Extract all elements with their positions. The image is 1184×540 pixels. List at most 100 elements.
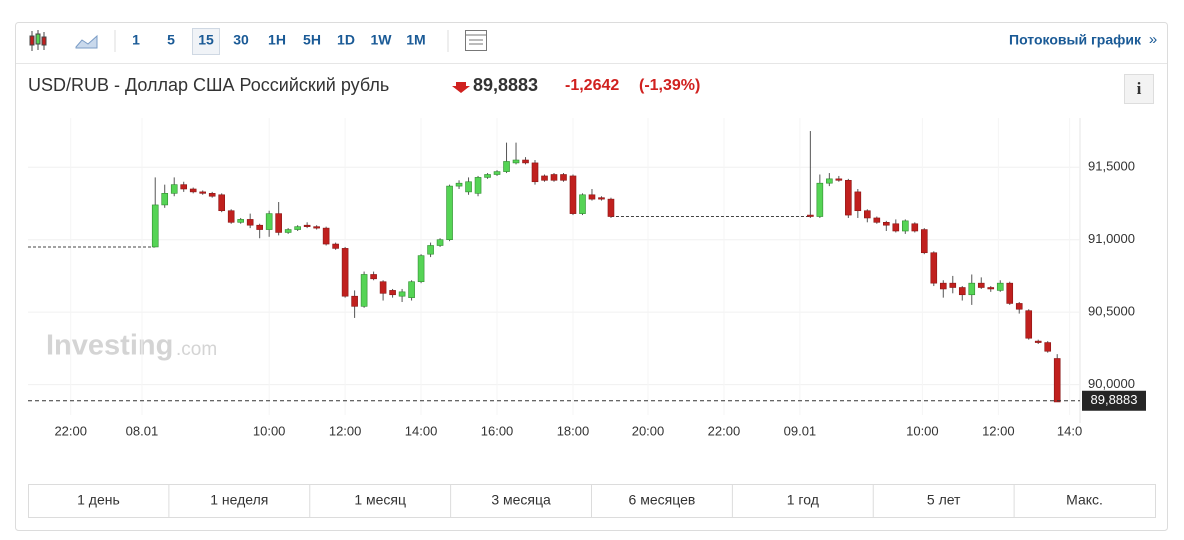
x-tick-label: 18:00 bbox=[557, 423, 590, 438]
candle-body bbox=[826, 178, 833, 184]
range-button[interactable]: Макс. bbox=[1066, 492, 1103, 508]
range-button[interactable]: 6 месяцев bbox=[629, 492, 696, 508]
candle-body bbox=[332, 243, 339, 249]
info-button[interactable] bbox=[1124, 74, 1154, 104]
candle-body bbox=[977, 282, 985, 288]
candle-body bbox=[161, 193, 169, 206]
area-icon[interactable] bbox=[75, 34, 98, 49]
plot: 90,0000 90,5000 91,0000 91,5000 22:00 08.01 10… bbox=[28, 118, 1146, 438]
candle-body bbox=[920, 229, 928, 254]
down-arrow bbox=[452, 82, 470, 93]
candle-body bbox=[151, 204, 159, 248]
candle-body bbox=[275, 213, 282, 233]
price: 89,8883 bbox=[473, 75, 538, 95]
candle-body bbox=[360, 274, 368, 307]
interval-button[interactable]: 5H bbox=[303, 32, 321, 48]
candle-body bbox=[835, 178, 843, 181]
candle-body bbox=[474, 177, 482, 194]
interval-button[interactable]: 15 bbox=[198, 32, 214, 48]
interval-button[interactable]: 5 bbox=[167, 32, 175, 48]
candle-body bbox=[949, 282, 957, 288]
range-button[interactable]: 1 неделя bbox=[210, 492, 268, 508]
interval-button[interactable]: 1M bbox=[406, 32, 425, 48]
candle-body bbox=[550, 174, 558, 181]
x-tick-label: 22:00 bbox=[54, 423, 87, 438]
interval-button[interactable]: 1W bbox=[371, 32, 393, 48]
pair-name: USD/RUB - Доллар США Российский рубль bbox=[28, 75, 389, 95]
candle-icon[interactable] bbox=[29, 30, 47, 51]
last-price-label: 89,8883 bbox=[1091, 392, 1138, 407]
candle-body bbox=[598, 197, 605, 200]
x-tick-label: 22:00 bbox=[708, 423, 741, 438]
candle-body bbox=[417, 255, 425, 283]
candle-body bbox=[512, 159, 520, 164]
info-label[interactable]: i bbox=[1137, 79, 1142, 98]
change: -1,2642 bbox=[565, 77, 619, 94]
range-button[interactable]: 5 лет bbox=[927, 492, 961, 508]
candle-body bbox=[958, 287, 966, 296]
interval-button[interactable]: 1 bbox=[132, 32, 140, 48]
candle-body bbox=[284, 229, 292, 233]
range-button[interactable]: 1 день bbox=[77, 492, 120, 508]
x-tick-label: 14:00 bbox=[405, 423, 438, 438]
interval-button[interactable]: 1D bbox=[337, 32, 355, 48]
candle-body bbox=[389, 290, 396, 296]
change-pct: (-1,39%) bbox=[639, 77, 700, 94]
candle-body bbox=[939, 282, 947, 290]
range-button[interactable]: 1 месяц bbox=[354, 492, 406, 508]
y-tick-label: 91,0000 bbox=[1088, 231, 1135, 246]
candle-body bbox=[379, 281, 387, 294]
candle-body bbox=[294, 226, 301, 230]
candle-body bbox=[522, 159, 529, 164]
candle-body bbox=[218, 194, 225, 212]
logo-brand: Investing bbox=[46, 330, 173, 362]
candle-body bbox=[1044, 342, 1052, 352]
candle-body bbox=[503, 161, 510, 172]
candle-body bbox=[227, 210, 235, 223]
candle-body bbox=[256, 224, 263, 230]
candle-body bbox=[370, 274, 377, 280]
x-tick-label: 08.01 bbox=[126, 423, 159, 438]
x-tick-label: 20:00 bbox=[632, 423, 665, 438]
last-price-box bbox=[1082, 390, 1146, 411]
candle-body bbox=[1015, 303, 1023, 310]
candle-body bbox=[883, 222, 890, 226]
candle-body bbox=[246, 219, 254, 226]
candle-body bbox=[237, 219, 244, 223]
y-tick-label: 90,0000 bbox=[1088, 376, 1135, 391]
candle-body bbox=[1025, 310, 1033, 339]
candle-body bbox=[864, 210, 871, 219]
interval-button[interactable]: 1H bbox=[268, 32, 286, 48]
candle-body bbox=[579, 194, 586, 214]
logo-suffix: .com bbox=[176, 339, 217, 360]
candle-body bbox=[189, 188, 197, 193]
interval-selected[interactable] bbox=[192, 28, 220, 55]
candle-body bbox=[588, 194, 596, 200]
candle-body bbox=[807, 214, 814, 217]
candle-body bbox=[1053, 358, 1061, 403]
stream-link[interactable]: Потоковый график bbox=[1009, 32, 1142, 48]
candle-body bbox=[1034, 340, 1042, 343]
candle-body bbox=[911, 223, 919, 232]
table-icon[interactable] bbox=[465, 30, 487, 51]
range-button[interactable]: 3 месяца bbox=[491, 492, 551, 508]
candle-body bbox=[446, 185, 453, 240]
candle-body bbox=[341, 248, 349, 297]
candle-body bbox=[968, 282, 976, 296]
x-tick-label: 10:00 bbox=[253, 423, 286, 438]
candle-body bbox=[493, 171, 501, 175]
x-tick-label: 10:00 bbox=[906, 423, 939, 438]
stream-arrow[interactable]: » bbox=[1149, 31, 1157, 48]
candle-body bbox=[170, 184, 178, 194]
candle-body bbox=[265, 213, 273, 230]
interval-button[interactable]: 30 bbox=[233, 32, 249, 48]
candle-body bbox=[892, 223, 900, 232]
candle-body bbox=[569, 175, 577, 214]
range-button[interactable]: 1 год bbox=[787, 492, 819, 508]
candle-body bbox=[313, 226, 320, 229]
candle-body bbox=[845, 179, 852, 216]
candle-body bbox=[398, 291, 406, 297]
candle-body bbox=[408, 281, 415, 298]
